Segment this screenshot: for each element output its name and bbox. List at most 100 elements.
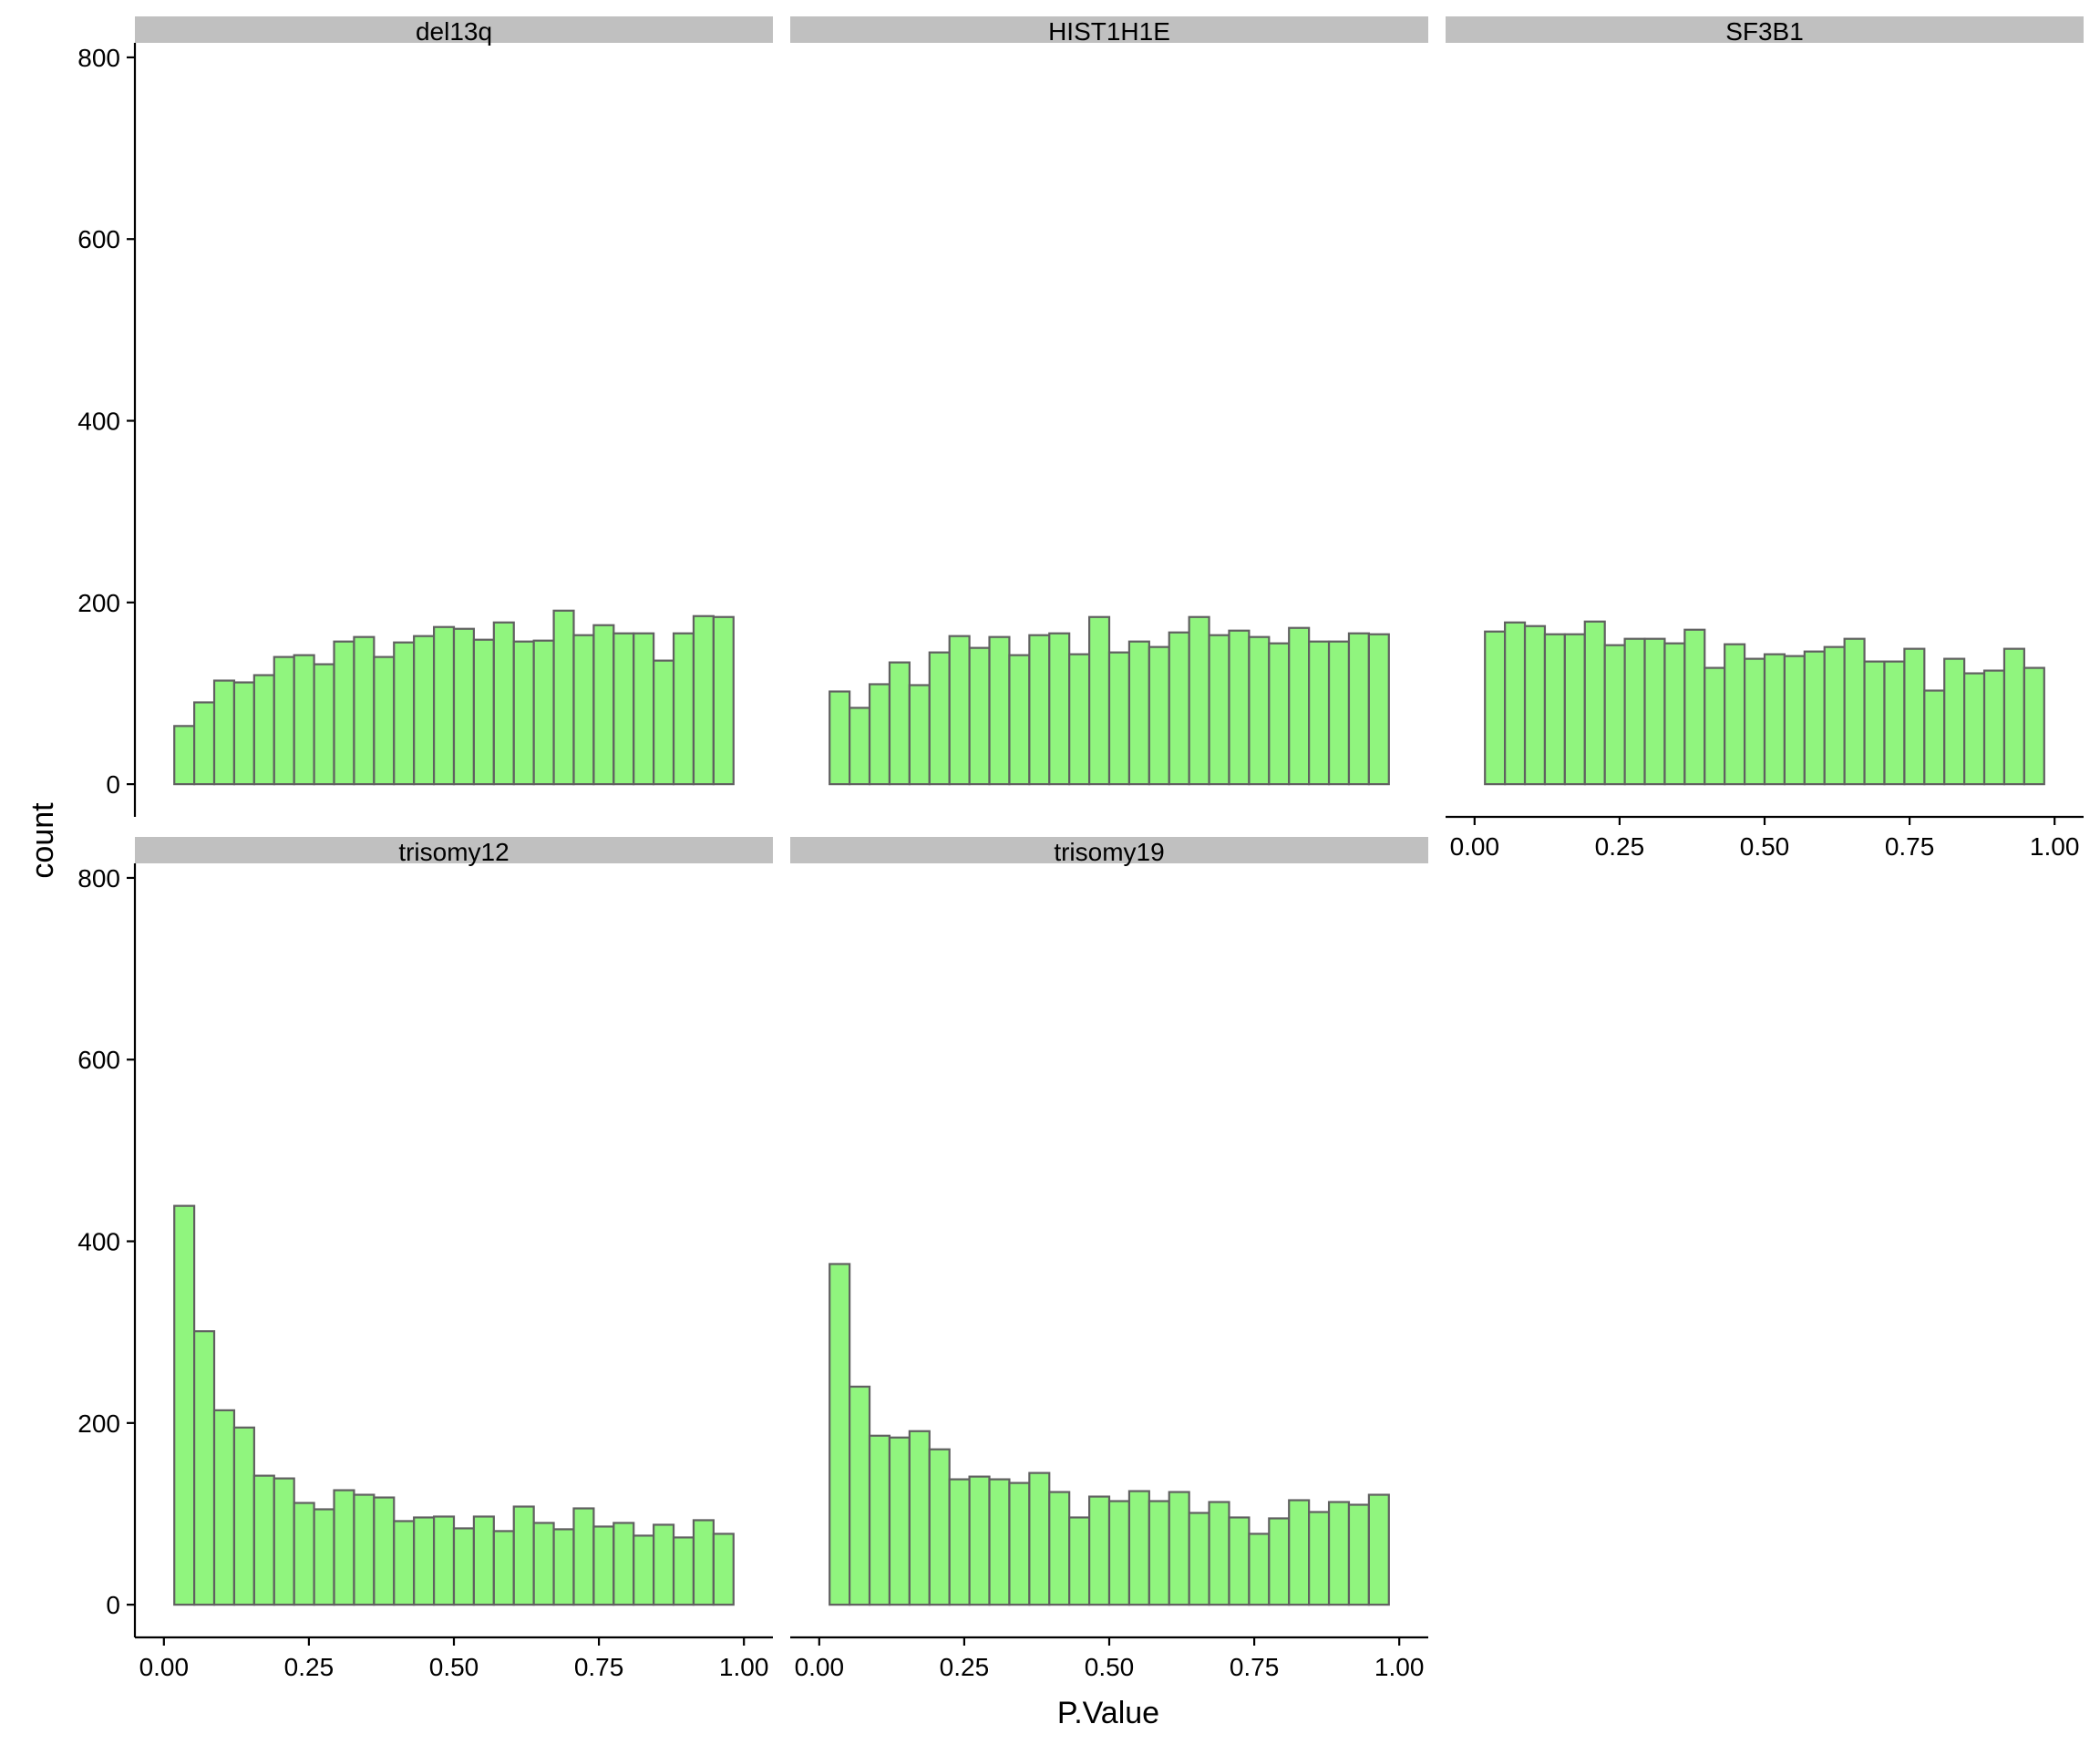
histogram-bar: [1268, 642, 1291, 786]
histogram-bar: [1028, 634, 1051, 786]
histogram-bar: [252, 1474, 275, 1606]
histogram-bar: [1148, 1500, 1170, 1606]
facet-panel-trisomy12: trisomy12 0 200 400 600 800 0.00 0.25 0.50 0.75 1.…: [77, 837, 773, 1681]
histogram-bar: [1982, 669, 2006, 786]
histogram-bar: [1248, 1533, 1271, 1606]
x-tick-label: 0.00: [139, 1653, 190, 1681]
histogram-bar: [948, 635, 971, 786]
histogram-bar: [1327, 640, 1351, 786]
histogram-bar: [1127, 640, 1150, 786]
x-tick-label: 0.75: [1885, 832, 1935, 861]
histogram-bar: [373, 656, 396, 786]
x-tick-label: 0.75: [1230, 1653, 1280, 1681]
histogram-bar: [1803, 650, 1826, 786]
facet-strip-label: del13q: [416, 17, 492, 46]
histogram-bar: [868, 1434, 891, 1606]
histogram-bar: [1583, 620, 1606, 786]
histogram-bar: [1563, 633, 1586, 786]
histogram-bar: [1087, 615, 1111, 786]
y-tick-label: 0: [106, 770, 120, 799]
histogram-bar: [1543, 633, 1566, 786]
x-tick-label: 0.50: [1740, 832, 1790, 861]
histogram-bar: [1367, 633, 1390, 786]
histogram-bar: [212, 1409, 236, 1606]
histogram-bar: [1288, 1499, 1311, 1606]
histogram-bar: [592, 1525, 615, 1606]
histogram-bar: [653, 1523, 675, 1606]
histogram-bar: [1208, 1501, 1230, 1606]
histogram-bar: [1943, 657, 1966, 786]
x-tick-label: 0.50: [1085, 1653, 1135, 1681]
histogram-bar: [552, 1528, 575, 1606]
histogram-bar: [1268, 1517, 1291, 1606]
histogram-bar: [353, 1493, 376, 1606]
facet-strip-label: SF3B1: [1725, 17, 1804, 46]
histogram-bar: [1603, 644, 1626, 786]
y-tick-label: 600: [77, 225, 120, 253]
x-tick-label: 0.00: [795, 1653, 845, 1681]
histogram-bar: [988, 1478, 1011, 1606]
histogram-bar: [512, 640, 535, 786]
histogram-bar: [672, 1536, 695, 1606]
histogram-bar: [1107, 1500, 1131, 1606]
histogram-bar: [829, 1263, 851, 1606]
histogram-bar: [1504, 621, 1527, 786]
histogram-bar: [273, 1477, 295, 1606]
histogram-bar: [373, 1496, 396, 1606]
histogram-bar: [1127, 1490, 1150, 1606]
histogram-bar: [712, 615, 735, 786]
histogram-bar: [1068, 653, 1091, 786]
histogram-bar: [413, 635, 436, 786]
histogram-bar: [849, 707, 871, 786]
histogram-bar: [1883, 660, 1906, 786]
histogram-bar: [829, 690, 851, 786]
histogram-bar: [1168, 1491, 1190, 1606]
histogram-bar: [212, 679, 236, 786]
histogram-bar: [1228, 1516, 1251, 1606]
facet-panel-del13q: del13q 0 200 400 600 800: [77, 16, 773, 817]
histogram-bar: [908, 684, 931, 786]
y-axis-title: count: [26, 802, 60, 879]
histogram-bar: [948, 1478, 971, 1606]
histogram-bar: [612, 1522, 635, 1606]
histogram-bar: [653, 659, 675, 786]
histogram-bar: [1248, 635, 1271, 786]
histogram-bar: [173, 725, 196, 786]
histogram-bar: [293, 1502, 315, 1606]
histogram-bar: [252, 674, 275, 786]
x-tick-label: 1.00: [1374, 1653, 1425, 1681]
histogram-bar: [313, 1508, 335, 1606]
histogram-bar: [1168, 631, 1190, 786]
histogram-bar: [1863, 660, 1886, 786]
x-tick-label: 1.00: [2030, 832, 2080, 861]
facet-strip-label: HIST1H1E: [1048, 17, 1170, 46]
y-tick-label: 200: [77, 589, 120, 617]
histogram-bar: [712, 1533, 735, 1606]
histogram-bar: [512, 1505, 535, 1606]
histogram-bar: [1208, 634, 1230, 786]
histogram-bar: [888, 1436, 911, 1606]
histogram-bar: [472, 1515, 495, 1606]
histogram-bar: [1484, 630, 1507, 786]
histogram-bar: [2023, 666, 2045, 786]
histogram-bar: [173, 1204, 196, 1606]
histogram-bar: [1308, 1511, 1331, 1606]
histogram-bar: [1107, 651, 1131, 786]
histogram-bar: [1228, 629, 1251, 786]
histogram-bar: [633, 1534, 655, 1606]
histogram-bar: [532, 1522, 555, 1606]
histogram-bar: [908, 1430, 931, 1606]
histogram-bar: [1783, 655, 1806, 786]
facet-strip: [790, 837, 1428, 863]
histogram-bar: [492, 621, 515, 786]
facet-panels: del13q 0 200 400 600 800 HIST1H1E SF3B1 0.00 0.25…: [77, 16, 2084, 1681]
x-tick-label: 0.25: [940, 1653, 990, 1681]
histogram-bar: [2002, 647, 2025, 786]
histogram-bar: [472, 638, 495, 786]
histogram-bar: [393, 641, 416, 786]
histogram-bar: [1763, 653, 1786, 786]
x-tick-label: 0.50: [429, 1653, 479, 1681]
y-tick-label: 0: [106, 1591, 120, 1619]
histogram-bar: [1367, 1493, 1390, 1606]
